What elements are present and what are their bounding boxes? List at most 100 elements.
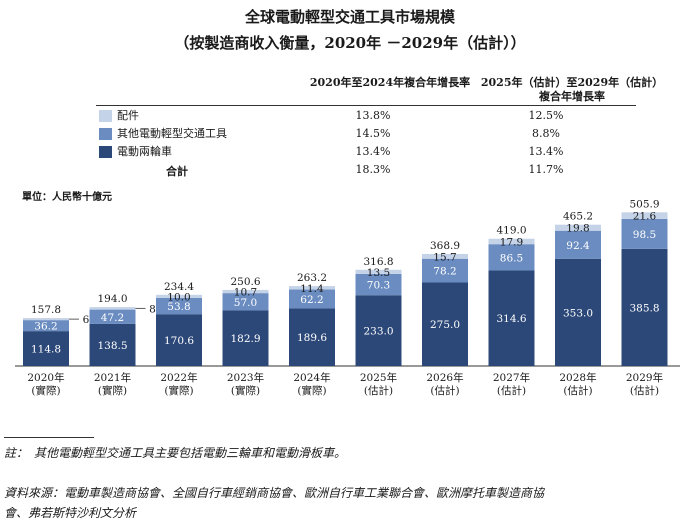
total-label-1: 194.0 — [97, 293, 127, 305]
x-tick-year-3: 2023年 — [227, 371, 264, 384]
legend-divider-top — [96, 105, 636, 106]
data-label-other-vehicles-7: 86.5 — [500, 252, 523, 264]
bar-accessories-1 — [89, 307, 136, 310]
bar-other-vehicles-6 — [422, 258, 468, 283]
legend-swatch-accessories — [99, 110, 112, 122]
x-tick-year-7: 2027年 — [493, 371, 530, 384]
bar-two-wheelers-0 — [23, 331, 69, 366]
bar-other-vehicles-9 — [621, 218, 668, 249]
x-tick-status-7: (估計) — [497, 384, 526, 397]
legend-item-two-wheelers: 電動兩輪車 — [99, 144, 172, 160]
bar-two-wheelers-3 — [222, 310, 269, 366]
bar-accessories-2 — [156, 294, 202, 298]
total-label-8: 465.2 — [563, 211, 593, 223]
data-label-accessories-7: 17.9 — [500, 236, 523, 248]
data-label-other-vehicles-6: 78.2 — [433, 266, 456, 278]
bar-two-wheelers-7 — [488, 270, 535, 366]
cagr1-accessories: 13.8% — [355, 109, 391, 122]
x-tick-status-6: (估計) — [430, 384, 459, 397]
data-label-two-wheelers-6: 275.0 — [430, 319, 460, 331]
data-label-two-wheelers-8: 353.0 — [563, 307, 593, 319]
bar-other-vehicles-8 — [555, 230, 601, 259]
total-label-3: 250.6 — [230, 276, 260, 288]
legend-label-other-vehicles: 其他電動輕型交通工具 — [117, 127, 227, 140]
bar-two-wheelers-5 — [355, 295, 402, 366]
data-label-two-wheelers-3: 182.9 — [230, 333, 260, 345]
x-tick-year-0: 2020年 — [27, 371, 64, 384]
data-label-other-vehicles-3: 57.0 — [234, 297, 257, 309]
legend-swatch-other-vehicles — [99, 128, 112, 140]
bar-accessories-3 — [222, 289, 269, 294]
data-label-two-wheelers-7: 314.6 — [496, 313, 526, 325]
cagr2-other-vehicles: 8.8% — [532, 127, 560, 140]
bar-two-wheelers-6 — [422, 282, 468, 366]
legend-label-accessories: 配件 — [117, 109, 139, 122]
legend-swatch-two-wheelers — [99, 146, 112, 158]
cagr1-other-vehicles: 14.5% — [355, 127, 391, 140]
total-label-4: 263.2 — [297, 272, 327, 284]
cagr-header-forecast-line1: 2025年（估計）至2029年（估計） — [480, 76, 664, 89]
bar-other-vehicles-3 — [222, 293, 269, 311]
chart-title: 全球電動輕型交通工具市場規模 — [244, 8, 455, 26]
cagr2-two-wheelers: 13.4% — [528, 145, 564, 158]
x-tick-status-9: (估計) — [630, 384, 659, 397]
bar-accessories-9 — [621, 212, 668, 219]
bar-two-wheelers-1 — [89, 323, 136, 366]
bar-other-vehicles-7 — [488, 244, 535, 271]
data-label-other-vehicles-8: 92.4 — [566, 240, 590, 252]
data-label-two-wheelers-1: 138.5 — [97, 340, 127, 352]
source-line-2: 會、弗若斯特沙利文分析 — [4, 506, 137, 520]
bar-other-vehicles-1 — [89, 309, 136, 324]
data-label-two-wheelers-5: 233.0 — [363, 326, 393, 338]
x-tick-status-5: (估計) — [364, 384, 393, 397]
data-label-accessories-8: 19.8 — [566, 223, 589, 235]
x-tick-year-9: 2029年 — [626, 371, 663, 384]
cagr-header-historic: 2020年至2024年複合年增長率 — [309, 76, 471, 89]
cagr2-accessories: 12.5% — [528, 109, 564, 122]
cagr1-total: 18.3% — [355, 163, 391, 176]
x-tick-year-8: 2028年 — [559, 371, 596, 384]
source-line-1: 資料來源：電動車製造商協會、全國自行車經銷商協會、歐洲自行車工業聯合會、歐洲摩托… — [4, 486, 545, 500]
bar-other-vehicles-4 — [289, 289, 335, 309]
unit-label: 單位：人民幣十億元 — [22, 192, 112, 203]
total-label-6: 368.9 — [430, 240, 460, 252]
notes-divider — [4, 437, 94, 438]
cagr-header-forecast-line2: 複合年增長率 — [539, 90, 605, 103]
x-tick-status-3: (實際) — [231, 384, 260, 397]
bar-other-vehicles-0 — [23, 320, 69, 332]
x-tick-status-1: (實際) — [98, 384, 127, 397]
x-tick-status-8: (估計) — [563, 384, 592, 397]
x-tick-year-4: 2024年 — [293, 371, 330, 384]
data-label-accessories-5: 13.5 — [367, 267, 390, 279]
data-label-other-vehicles-9: 98.5 — [633, 229, 656, 241]
data-label-other-vehicles-2: 53.8 — [167, 301, 190, 313]
total-label-5: 316.8 — [363, 256, 393, 268]
bar-other-vehicles-5 — [355, 273, 402, 296]
bar-accessories-6 — [422, 253, 468, 259]
legend-total-label: 合計 — [166, 165, 188, 178]
data-label-accessories-9: 21.6 — [633, 211, 657, 223]
x-tick-status-2: (實際) — [164, 384, 193, 397]
bar-two-wheelers-4 — [289, 308, 335, 366]
data-label-two-wheelers-0: 114.8 — [31, 344, 61, 356]
data-label-two-wheelers-9: 385.8 — [629, 302, 659, 314]
total-label-7: 419.0 — [496, 225, 526, 237]
data-label-accessories-2: 10.0 — [167, 291, 190, 303]
footnote: 註： 其他電動輕型交通工具主要包括電動三輪車和電動滑板車。 — [4, 446, 347, 460]
data-label-accessories-4: 11.4 — [300, 283, 324, 295]
bar-two-wheelers-8 — [555, 258, 601, 366]
cagr2-total: 11.7% — [528, 163, 564, 176]
x-tick-status-4: (實際) — [297, 384, 326, 397]
chart-subtitle: （按製造商收入衡量，2020年 －2029年（估計）） — [174, 34, 526, 52]
data-label-two-wheelers-4: 189.6 — [297, 332, 327, 344]
bar-accessories-4 — [289, 286, 335, 290]
x-tick-status-0: (實際) — [31, 384, 60, 397]
x-tick-year-6: 2026年 — [426, 371, 463, 384]
legend-item-other-vehicles: 其他電動輕型交通工具 — [99, 126, 227, 142]
bar-two-wheelers-2 — [156, 314, 202, 366]
bar-two-wheelers-9 — [621, 248, 668, 366]
total-label-2: 234.4 — [164, 281, 194, 293]
bar-accessories-8 — [555, 224, 601, 231]
data-label-accessories-6: 15.7 — [433, 251, 456, 263]
